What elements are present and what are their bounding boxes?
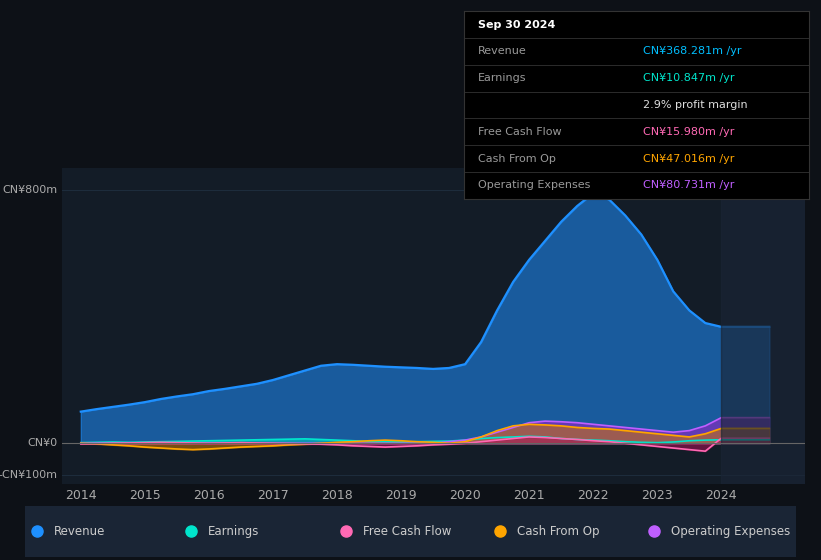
Text: Cash From Op: Cash From Op	[517, 525, 599, 538]
Text: Free Cash Flow: Free Cash Flow	[478, 127, 562, 137]
Text: Revenue: Revenue	[54, 525, 105, 538]
Text: 2.9% profit margin: 2.9% profit margin	[643, 100, 748, 110]
Text: Free Cash Flow: Free Cash Flow	[363, 525, 451, 538]
Text: CN¥10.847m /yr: CN¥10.847m /yr	[643, 73, 735, 83]
Text: Cash From Op: Cash From Op	[478, 153, 556, 164]
Text: CN¥15.980m /yr: CN¥15.980m /yr	[643, 127, 735, 137]
Text: CN¥80.731m /yr: CN¥80.731m /yr	[643, 180, 735, 190]
Text: Earnings: Earnings	[209, 525, 259, 538]
Text: Operating Expenses: Operating Expenses	[478, 180, 590, 190]
Text: Operating Expenses: Operating Expenses	[672, 525, 791, 538]
Text: Sep 30 2024: Sep 30 2024	[478, 20, 555, 30]
Text: CN¥800m: CN¥800m	[2, 185, 57, 195]
Text: CN¥368.281m /yr: CN¥368.281m /yr	[643, 46, 741, 57]
Text: CN¥0: CN¥0	[28, 438, 57, 448]
Bar	[722, 168, 805, 484]
Text: CN¥47.016m /yr: CN¥47.016m /yr	[643, 153, 735, 164]
Text: Revenue: Revenue	[478, 46, 526, 57]
Text: -CN¥100m: -CN¥100m	[0, 470, 57, 480]
Text: Earnings: Earnings	[478, 73, 526, 83]
